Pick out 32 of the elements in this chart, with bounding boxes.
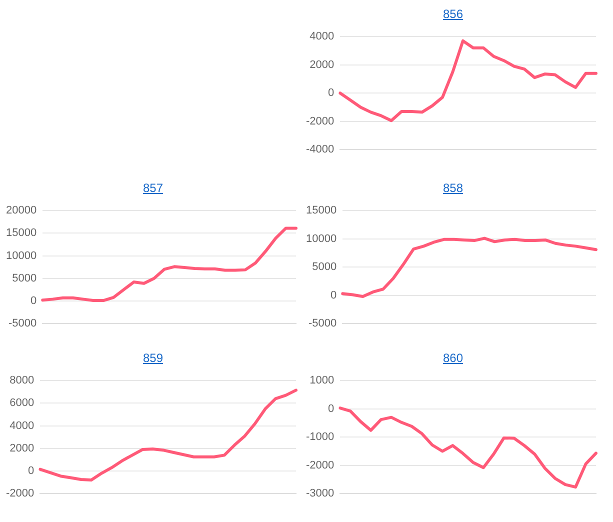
y-tick-label: 10000: [306, 232, 337, 245]
y-tick-label: -3000: [306, 488, 334, 500]
y-tick-label: 8000: [10, 374, 34, 387]
y-tick-label: 6000: [10, 397, 34, 410]
chart-title: 858: [442, 180, 464, 197]
y-tick-label: 0: [328, 87, 334, 100]
y-tick-label: 2000: [310, 58, 334, 71]
y-tick-label: 0: [330, 289, 337, 302]
y-tick-label: 15000: [306, 204, 337, 217]
y-tick-label: -4000: [306, 144, 334, 156]
y-tick-label: 10000: [6, 250, 37, 262]
y-tick-label: 0: [30, 295, 37, 308]
chart-title: 859: [142, 350, 164, 367]
y-tick-label: 1000: [310, 374, 334, 387]
chart-title: 857: [142, 180, 164, 197]
y-tick-label: -1000: [306, 431, 334, 444]
y-tick-label: -5000: [8, 318, 37, 330]
y-tick-label: 0: [328, 402, 334, 415]
y-tick-label: -2000: [306, 115, 334, 128]
chart-title: 860: [442, 350, 464, 367]
y-tick-label: 2000: [10, 442, 34, 454]
y-tick-label: -2000: [6, 488, 34, 500]
y-tick-label: -5000: [308, 318, 337, 330]
y-tick-label: -2000: [306, 459, 334, 472]
y-tick-label: 4000: [10, 420, 34, 432]
y-tick-label: 0: [28, 465, 34, 478]
y-tick-label: 20000: [6, 204, 37, 217]
chart-title: 856: [442, 6, 464, 23]
y-tick-label: 5000: [12, 272, 37, 284]
y-tick-label: 4000: [310, 30, 334, 43]
y-tick-label: 15000: [6, 227, 37, 240]
y-tick-label: 5000: [312, 261, 337, 274]
